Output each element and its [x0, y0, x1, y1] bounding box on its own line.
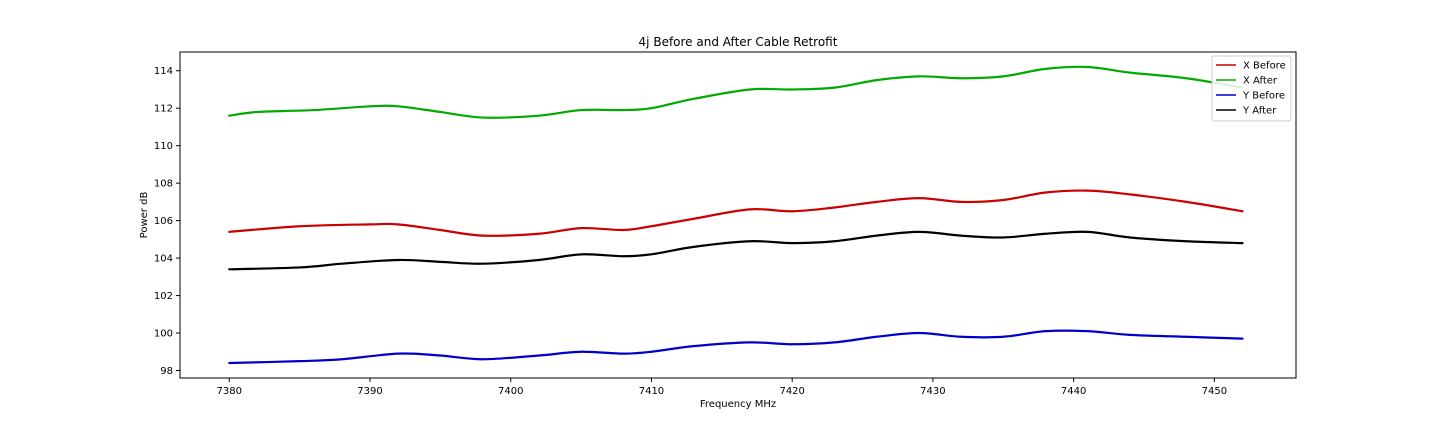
x-tick-label: 7380 [217, 386, 242, 397]
x-tick-label: 7450 [1202, 386, 1227, 397]
y-tick-label: 104 [154, 254, 173, 265]
legend-label-y-before: Y Before [1242, 91, 1285, 102]
y-tick-label: 98 [160, 366, 173, 377]
series-line-y-after [228, 230, 1244, 271]
y-axis-label: Power dB [139, 192, 150, 239]
chart-title: 4j Before and After Cable Retrofit [639, 35, 838, 49]
y-tick-label: 100 [154, 329, 173, 340]
legend-label-y-after: Y After [1242, 106, 1277, 117]
legend-box [1211, 55, 1292, 122]
y-tick-label: 108 [154, 179, 173, 190]
legend-label-x-after: X After [1243, 76, 1278, 87]
series-line-x-after [228, 65, 1244, 119]
y-tick-label: 114 [154, 66, 173, 77]
axes-frame [179, 51, 1297, 379]
x-tick-label: 7410 [639, 386, 664, 397]
plot-area: 7380 7390 7400 7410 7420 7430 7440 7450 98 100 102… [154, 51, 1297, 397]
legend: X Before X After Y Before Y After [1211, 55, 1292, 122]
x-tick-label: 7440 [1061, 386, 1086, 397]
series-line-x-before [228, 189, 1244, 237]
y-tick-label: 112 [154, 104, 173, 115]
x-tick-label: 7420 [779, 386, 804, 397]
series-line-y-before [228, 329, 1244, 365]
x-tick-label: 7430 [920, 386, 945, 397]
y-tick-label: 106 [154, 216, 173, 227]
x-tick-label: 7400 [498, 386, 523, 397]
x-tick-label: 7390 [357, 386, 382, 397]
y-tick-label: 102 [154, 291, 173, 302]
x-axis-label: Frequency MHz [700, 399, 776, 410]
y-tick-label: 110 [154, 141, 173, 152]
legend-label-x-before: X Before [1243, 61, 1286, 72]
